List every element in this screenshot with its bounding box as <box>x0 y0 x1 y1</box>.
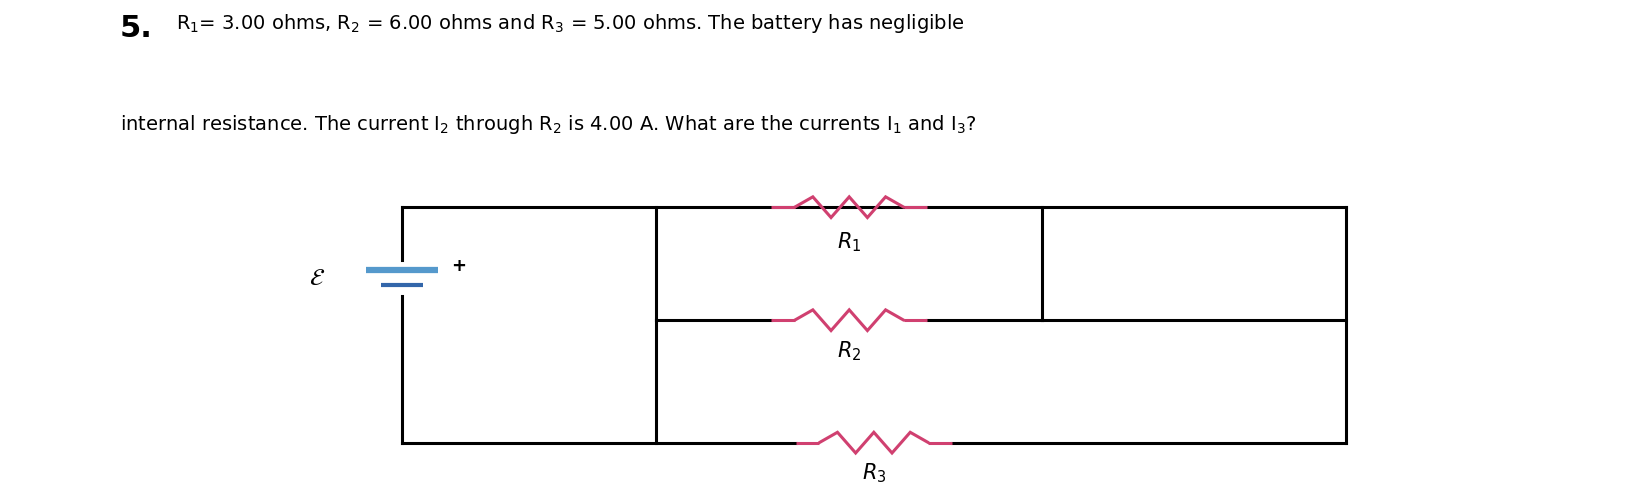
Text: $\mathcal{E}$: $\mathcal{E}$ <box>309 266 325 290</box>
Text: 5.: 5. <box>120 14 153 43</box>
Text: $R_2$: $R_2$ <box>837 339 862 363</box>
Text: R$_1$= 3.00 ohms, R$_2$ = 6.00 ohms and R$_3$ = 5.00 ohms. The battery has negli: R$_1$= 3.00 ohms, R$_2$ = 6.00 ohms and … <box>176 12 965 35</box>
Text: internal resistance. The current I$_2$ through R$_2$ is 4.00 A. What are the cur: internal resistance. The current I$_2$ t… <box>120 113 976 136</box>
Text: $R_1$: $R_1$ <box>837 231 862 254</box>
Text: $R_3$: $R_3$ <box>862 462 886 485</box>
Text: +: + <box>451 257 466 275</box>
